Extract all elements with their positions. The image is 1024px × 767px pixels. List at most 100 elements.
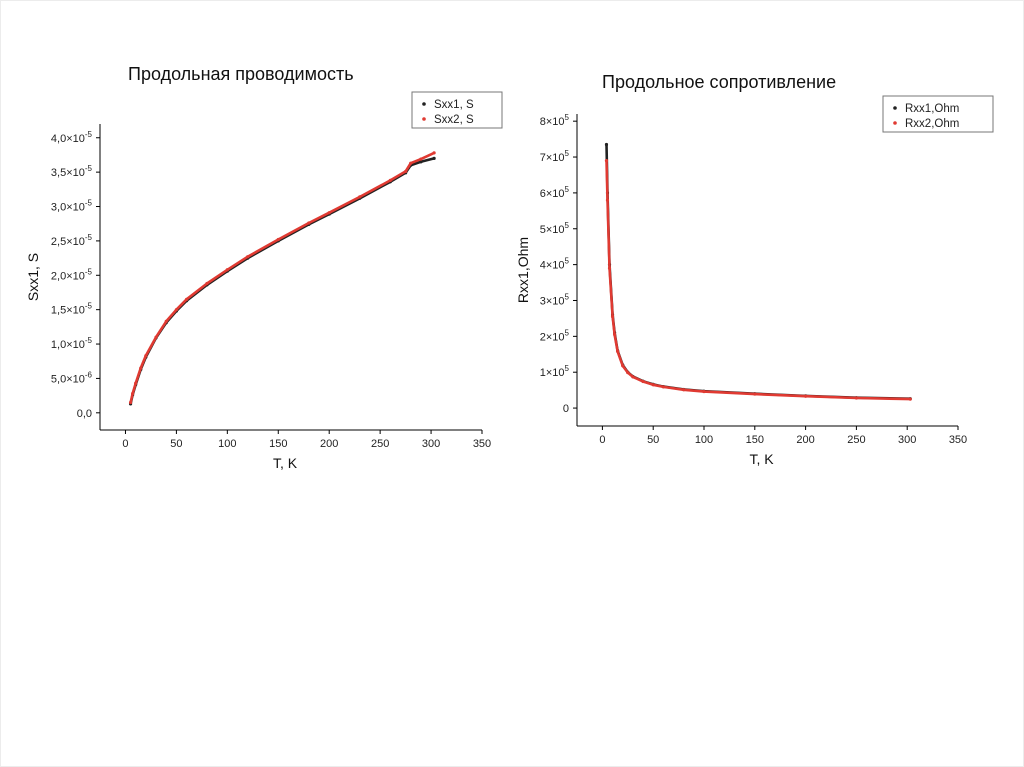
y-tick-mantissa: 0: [563, 403, 569, 415]
y-tick-mantissa: 4,0×10: [51, 133, 85, 145]
legend: Sxx1, S Sxx2, S: [411, 91, 503, 129]
x-tick-label: 300: [422, 438, 440, 450]
legend: Rxx1,Ohm Rxx2,Ohm: [882, 95, 994, 133]
y-tick-mantissa: 7×10: [540, 152, 565, 164]
series-line: [605, 159, 912, 401]
data-point: [184, 297, 189, 301]
y-tick-label: 0: [563, 403, 569, 415]
data-point: [134, 381, 138, 385]
legend-box: [882, 95, 994, 133]
series-line: [605, 143, 912, 401]
data-point: [605, 198, 610, 202]
y-tick-label: 2,0×10-5: [51, 267, 93, 282]
y-tick-mantissa: 2,0×10: [51, 270, 85, 282]
data-point: [612, 332, 617, 337]
series-1: [604, 142, 912, 401]
y-tick-label: 1,0×10-5: [51, 336, 93, 351]
y-tick-exponent: -5: [85, 233, 93, 242]
y-tick-label: 0,0: [77, 408, 92, 420]
data-point: [130, 391, 135, 396]
legend-entry: Rxx1,Ohm: [905, 103, 959, 115]
legend-marker: [893, 106, 897, 110]
data-point: [631, 375, 635, 379]
y-tick-exponent: 5: [565, 185, 570, 194]
x-axis-label: T, K: [273, 455, 298, 471]
legend-entry: Sxx2, S: [434, 114, 474, 126]
y-tick-label: 2,5×10-5: [51, 233, 93, 248]
y-tick-mantissa: 1,0×10: [51, 339, 85, 351]
y-tick-mantissa: 8×10: [540, 116, 565, 128]
y-tick-mantissa: 3,0×10: [51, 202, 85, 214]
y-tick-exponent: -5: [85, 302, 93, 311]
data-point: [626, 370, 630, 375]
x-tick-label: 0: [599, 434, 605, 446]
data-point: [610, 315, 615, 319]
data-point: [307, 221, 311, 225]
y-tick-label: 4×105: [540, 257, 570, 272]
y-tick-mantissa: 1,5×10: [51, 305, 85, 317]
y-tick-label: 8×105: [540, 113, 570, 128]
data-point: [661, 385, 665, 389]
y-tick-exponent: 5: [565, 328, 570, 337]
data-point: [358, 195, 362, 199]
y-tick-label: 3,5×10-5: [51, 164, 93, 179]
chart-title-resistance: Продольное сопротивление: [602, 72, 837, 92]
legend-box: [411, 91, 503, 129]
data-point: [432, 151, 436, 155]
data-point: [641, 379, 645, 384]
x-tick-label: 350: [949, 434, 967, 446]
y-tick-exponent: 5: [565, 149, 570, 158]
y-tick-exponent: -5: [85, 130, 93, 139]
y-tick-mantissa: 5,0×10: [51, 373, 85, 385]
y-tick-mantissa: 2,5×10: [51, 236, 85, 248]
x-tick-label: 150: [746, 434, 764, 446]
x-tick-label: 150: [269, 438, 287, 450]
data-point: [327, 211, 331, 215]
y-tick-label: 7×105: [540, 149, 570, 164]
series-2: [604, 159, 912, 401]
data-point: [246, 255, 250, 259]
y-tick-exponent: 5: [565, 292, 570, 301]
data-point: [128, 400, 133, 405]
y-tick-label: 3,0×10-5: [51, 199, 93, 214]
series-2: [128, 151, 436, 405]
legend-marker: [893, 121, 897, 125]
y-tick-label: 5,0×10-6: [51, 370, 93, 385]
y-tick-label: 3×105: [540, 292, 570, 307]
y-tick-exponent: -6: [85, 370, 93, 379]
data-point: [908, 397, 912, 401]
data-point: [419, 157, 423, 161]
y-tick-exponent: 5: [565, 113, 570, 122]
data-point: [604, 159, 609, 163]
y-tick-label: 5×105: [540, 221, 570, 236]
data-point: [702, 389, 706, 394]
data-point: [616, 349, 620, 354]
y-tick-mantissa: 3,5×10: [51, 167, 85, 179]
y-tick-exponent: -5: [85, 199, 93, 208]
y-tick-mantissa: 4×10: [540, 260, 565, 272]
data-point: [753, 392, 757, 396]
x-tick-label: 300: [898, 434, 916, 446]
y-tick-mantissa: 1×10: [540, 367, 565, 379]
data-point: [174, 308, 178, 312]
data-point: [388, 178, 392, 182]
data-point: [607, 266, 612, 270]
y-tick-exponent: 5: [565, 364, 570, 373]
data-point: [404, 169, 408, 174]
legend-marker: [422, 102, 426, 106]
y-tick-label: 6×105: [540, 185, 570, 200]
data-point: [651, 383, 655, 387]
y-tick-mantissa: 2×10: [540, 331, 565, 343]
x-tick-label: 50: [170, 438, 182, 450]
y-tick-label: 1,5×10-5: [51, 302, 93, 317]
y-axis-label: Rxx1,Ohm: [515, 237, 531, 303]
data-point: [205, 281, 209, 286]
y-tick-exponent: -5: [85, 336, 93, 345]
legend-entry: Sxx1, S: [434, 99, 474, 111]
y-tick-label: 4,0×10-5: [51, 130, 93, 145]
data-point: [854, 396, 859, 400]
x-tick-label: 100: [695, 434, 713, 446]
y-tick-mantissa: 6×10: [540, 188, 565, 200]
y-tick-mantissa: 0,0: [77, 408, 92, 420]
